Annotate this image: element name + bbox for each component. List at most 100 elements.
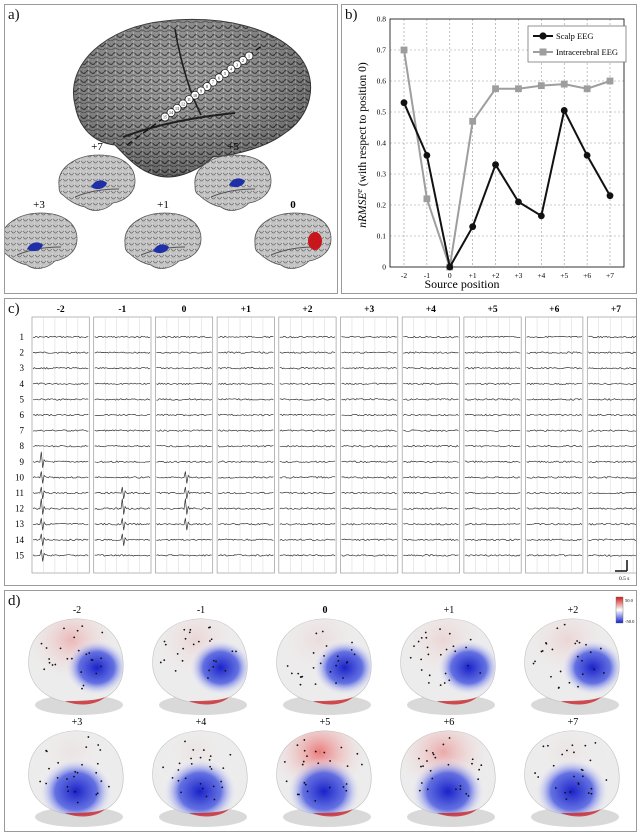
eeg-trace bbox=[403, 460, 459, 463]
scalp-electrode bbox=[541, 650, 544, 652]
scalp-map-label: +2 bbox=[568, 605, 579, 616]
x-tick-label: +7 bbox=[606, 271, 614, 280]
scalp-electrode bbox=[564, 791, 567, 794]
eeg-trace bbox=[156, 471, 212, 484]
eeg-trace bbox=[32, 518, 89, 531]
eeg-trace bbox=[32, 533, 89, 546]
legend-marker-scalp bbox=[539, 32, 547, 40]
trace-column-frame bbox=[216, 316, 275, 574]
intracerebral-point bbox=[515, 85, 522, 93]
scalp-electrode bbox=[323, 654, 325, 657]
chart-axes: 0 0.1 0.2 0.3 0.4 0.5 0.6 0.7 0.8 -2 -1 0 +1 +2 +3 +4 +5… bbox=[377, 15, 625, 280]
eeg-trace bbox=[464, 413, 521, 417]
eeg-traces-figure: -2 -1 0 +1 +2 +3 +4 +5 +6 +7 12345678910111213141… bbox=[15, 305, 636, 582]
trace-row-label: 8 bbox=[20, 441, 25, 451]
small-brain-label: +5 bbox=[227, 141, 239, 153]
electrode-contact-label: 4 bbox=[230, 67, 232, 72]
small-brain: +7 bbox=[58, 141, 136, 211]
panel-c-label: c) bbox=[8, 301, 20, 317]
scalp-electrode bbox=[235, 650, 237, 653]
scalp-electrode bbox=[425, 636, 428, 639]
scalp-electrode bbox=[439, 653, 442, 656]
scalp-electrode bbox=[448, 679, 451, 682]
eeg-trace bbox=[403, 398, 459, 401]
chart-ylabel: nRMSEe (with respect to position 0) bbox=[355, 62, 369, 228]
scalp-map-label: +6 bbox=[444, 717, 455, 728]
y-tick-label: 0.1 bbox=[377, 232, 387, 241]
scalp-electrode bbox=[101, 631, 104, 634]
eeg-trace bbox=[156, 444, 212, 448]
trace-column-label: -2 bbox=[57, 305, 65, 315]
scalp-point bbox=[423, 152, 431, 159]
eeg-trace bbox=[279, 413, 336, 417]
scalp-electrode bbox=[81, 687, 83, 690]
scalp-electrode bbox=[569, 791, 572, 793]
eeg-trace bbox=[279, 476, 336, 479]
scalp-electrode bbox=[559, 670, 562, 673]
trace-row-label: 9 bbox=[20, 457, 25, 467]
electrode-contact-label: 14 bbox=[169, 110, 173, 115]
scalp-electrode bbox=[85, 653, 88, 656]
scalp-electrode bbox=[566, 749, 568, 752]
scalp-electrode bbox=[304, 783, 307, 786]
eeg-trace bbox=[526, 507, 583, 510]
chart-series bbox=[400, 46, 614, 271]
source-region bbox=[229, 178, 245, 188]
panel-d: d) -2 -1 0 +1 +2 +3 +4 +5 +6 +7 50.0 -50.0 bbox=[4, 590, 637, 832]
trace-column-label: 0 bbox=[182, 305, 187, 315]
eeg-trace bbox=[403, 554, 459, 557]
scalp-electrode bbox=[197, 640, 200, 643]
series-line bbox=[403, 49, 611, 268]
scalp-map: +2 bbox=[524, 605, 620, 715]
scalp-electrode bbox=[444, 672, 447, 675]
eeg-trace bbox=[156, 398, 212, 401]
trace-column-frame bbox=[155, 316, 214, 574]
scalp-electrode bbox=[312, 666, 315, 669]
electrode-contact bbox=[232, 60, 242, 70]
electrode-contact-label: 15 bbox=[163, 115, 167, 120]
eeg-trace bbox=[279, 335, 336, 339]
small-brain-label: +3 bbox=[33, 199, 45, 211]
eeg-trace bbox=[403, 429, 459, 432]
scalp-electrode bbox=[56, 776, 59, 779]
colorbar-max: 50.0 bbox=[625, 598, 634, 603]
scalp-electrode bbox=[573, 775, 575, 778]
scalp-map: -2 bbox=[28, 605, 124, 715]
x-tick-label: +1 bbox=[469, 271, 477, 280]
scalp-electrode bbox=[209, 765, 212, 768]
eeg-trace bbox=[341, 538, 397, 542]
scalp-electrode bbox=[459, 788, 462, 791]
eeg-trace bbox=[94, 460, 151, 464]
eeg-trace bbox=[279, 398, 336, 401]
trace-column-frame bbox=[463, 316, 522, 574]
scalp-electrode bbox=[465, 646, 467, 649]
scalp-electrode bbox=[551, 648, 554, 651]
eeg-trace bbox=[94, 351, 151, 354]
scalp-electrode bbox=[87, 736, 90, 738]
eeg-trace bbox=[156, 413, 212, 417]
x-tick-label: +6 bbox=[583, 271, 591, 280]
eeg-trace bbox=[218, 335, 274, 339]
scalp-electrode bbox=[602, 672, 605, 674]
scalp-electrode bbox=[54, 663, 57, 666]
scalp-electrode bbox=[605, 779, 608, 781]
eeg-trace bbox=[279, 554, 336, 557]
scalp-electrode bbox=[231, 650, 234, 653]
eeg-trace bbox=[32, 549, 89, 562]
scalp-point bbox=[537, 212, 545, 220]
electrode-contact bbox=[220, 69, 230, 78]
eeg-trace bbox=[156, 518, 212, 531]
scalp-map-label: +5 bbox=[320, 717, 331, 728]
scalp-electrode bbox=[290, 672, 293, 675]
scalp-electrode bbox=[296, 744, 299, 747]
eeg-trace bbox=[32, 498, 89, 515]
scalp-electrode bbox=[563, 623, 566, 626]
small-brain-surface bbox=[254, 212, 332, 269]
eeg-trace bbox=[94, 398, 151, 401]
scalp-electrode bbox=[303, 749, 306, 752]
scalp-electrode bbox=[312, 652, 315, 654]
scalp-electrode bbox=[201, 787, 204, 790]
legend-label-scalp: Scalp EEG bbox=[556, 31, 594, 41]
eeg-trace bbox=[94, 476, 151, 479]
chart-ylabel-rest: (with respect to position 0) bbox=[357, 62, 369, 189]
